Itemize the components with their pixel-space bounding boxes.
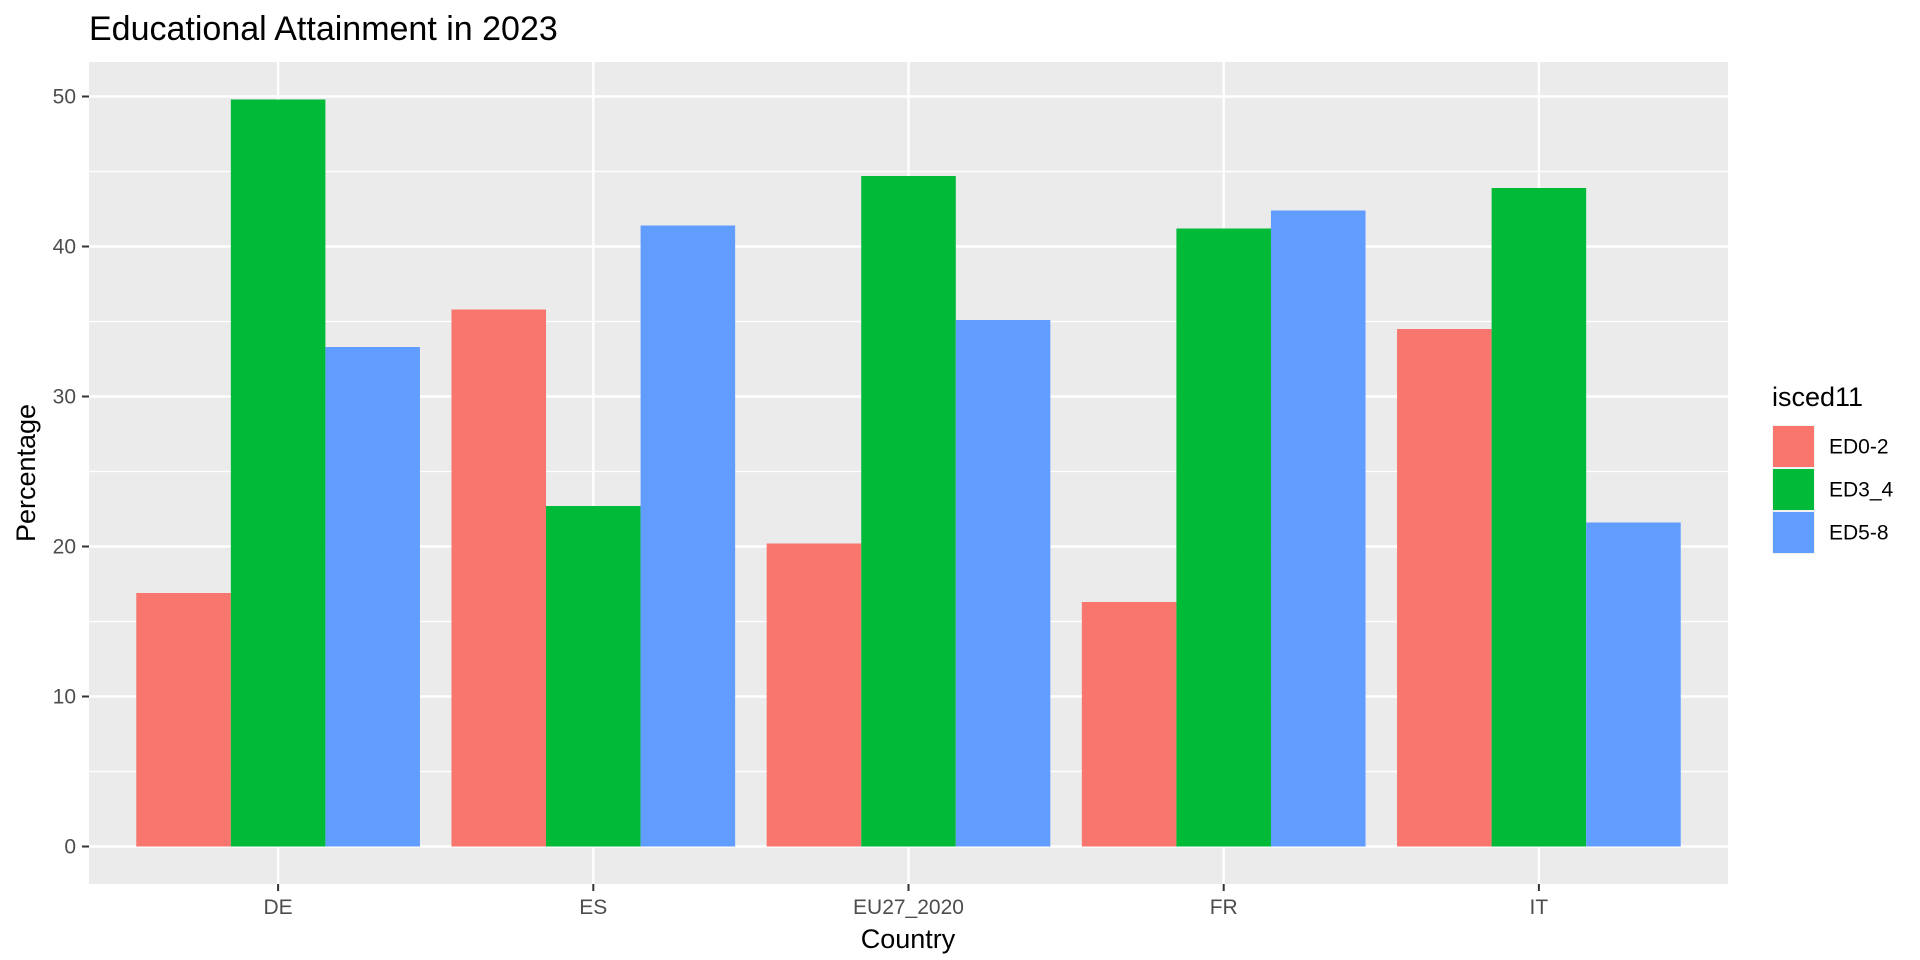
x-tick-label-EU27_2020: EU27_2020 — [853, 896, 964, 919]
bar-ED5-8-EU27_2020 — [955, 320, 1051, 847]
y-axis: 0 10 20 30 40 50 — [53, 86, 89, 859]
x-tick-label-IT: IT — [1530, 896, 1549, 919]
bar-ED5-8-DE — [325, 347, 420, 847]
bar-ED0-2-DE — [136, 593, 231, 847]
bar-ED0-2-ES — [451, 309, 547, 847]
legend-label-ED0-2: ED0-2 — [1829, 436, 1889, 459]
bar-ED3_4-IT — [1491, 188, 1587, 847]
bar-ED5-8-ES — [640, 225, 736, 847]
bar-ED5-8-IT — [1586, 522, 1681, 847]
legend: isced11 ED0-2 ED3_4 ED5-8 — [1772, 382, 1894, 554]
x-tick-label-FR: FR — [1210, 896, 1238, 919]
bar-ED3_4-EU27_2020 — [861, 176, 956, 847]
bar-ED3_4-ES — [546, 506, 641, 847]
bar-ED0-2-EU27_2020 — [766, 543, 862, 847]
chart-title: Educational Attainment in 2023 — [89, 10, 558, 48]
bars — [136, 99, 1681, 847]
bar-ED5-8-FR — [1270, 210, 1366, 847]
legend-key-ED0-2 — [1773, 426, 1814, 467]
y-tick-label: 30 — [53, 386, 76, 409]
x-axis-title: Country — [861, 924, 956, 954]
legend-label-ED5-8: ED5-8 — [1829, 522, 1889, 545]
legend-label-ED3_4: ED3_4 — [1829, 479, 1894, 502]
legend-key-ED3_4 — [1773, 469, 1814, 510]
x-tick-label-DE: DE — [264, 896, 293, 919]
x-tick-label-ES: ES — [579, 896, 607, 919]
y-axis-title: Percentage — [11, 404, 41, 542]
bar-ED0-2-FR — [1081, 602, 1177, 847]
legend-title: isced11 — [1772, 382, 1863, 412]
y-tick-label: 50 — [53, 86, 76, 109]
y-tick-label: 20 — [53, 536, 76, 559]
y-tick-label: 0 — [64, 836, 76, 859]
y-tick-label: 40 — [53, 236, 76, 259]
bar-ED3_4-DE — [230, 99, 326, 847]
y-tick-label: 10 — [53, 686, 76, 709]
bar-ED0-2-IT — [1397, 329, 1492, 847]
bar-ED3_4-FR — [1176, 228, 1271, 847]
legend-key-ED5-8 — [1773, 512, 1814, 553]
x-axis: DE ES EU27_2020 FR IT — [264, 884, 1549, 919]
